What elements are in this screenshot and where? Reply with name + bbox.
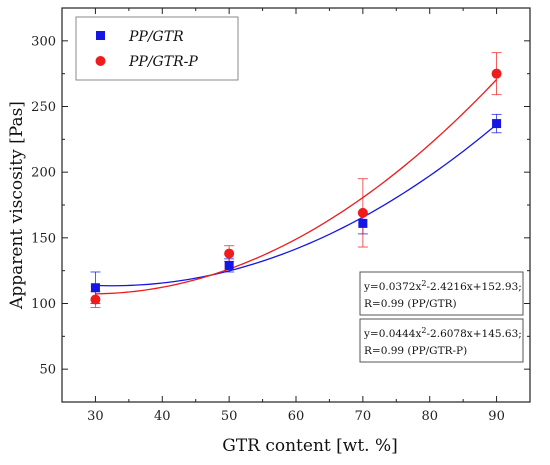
equation-text-pp-gtr-p: y=0.0444x2-2.6078x+145.63; <box>363 326 522 341</box>
equation-box-pp-gtr: y=0.0372x2-2.4216x+152.93; R=0.99 (PP/GT… <box>359 271 524 316</box>
r-value-pp-gtr: R=0.99 (PP/GTR) <box>364 298 457 310</box>
fit-lines <box>95 79 498 295</box>
data-point-pp-gtr <box>90 283 100 293</box>
legend-marker-square <box>96 31 105 40</box>
data-point-pp-gtr-p <box>224 248 235 259</box>
y-axis-title: Apparent viscosity [Pas] <box>7 101 27 310</box>
data-markers <box>90 68 502 305</box>
axis-ticks: 30 40 50 60 70 80 90 50 100 150 200 250 300 <box>31 7 531 424</box>
legend-label-pp-gtr-p: PP/GTR-P <box>128 54 198 70</box>
equation-box-pp-gtr-p: y=0.0444x2-2.6078x+145.63; R=0.99 (PP/GT… <box>359 318 524 363</box>
data-point-pp-gtr <box>358 218 368 228</box>
x-tick-label: 30 <box>87 409 104 424</box>
equation-box-frame <box>359 318 524 363</box>
y-tick-label: 150 <box>31 231 56 246</box>
legend-item-pp-gtr-p: PP/GTR-P <box>95 54 198 70</box>
data-point-pp-gtr-p <box>491 68 502 79</box>
y-tick-label: 50 <box>39 363 56 378</box>
equation-box-frame <box>359 271 524 316</box>
data-point-pp-gtr-p <box>90 294 101 305</box>
y-tick-label: 300 <box>31 34 56 49</box>
data-point-pp-gtr <box>224 260 234 270</box>
legend-box <box>75 16 239 81</box>
x-tick-label: 50 <box>221 409 238 424</box>
legend: PP/GTR PP/GTR-P <box>75 16 239 81</box>
x-tick-label: 40 <box>154 409 171 424</box>
y-tick-label: 250 <box>31 100 56 115</box>
x-tick-label: 70 <box>355 409 372 424</box>
r-value-pp-gtr-p: R=0.99 (PP/GTR-P) <box>364 345 467 357</box>
fit-line-pp-gtr <box>95 123 497 287</box>
equation-text-pp-gtr: y=0.0372x2-2.4216x+152.93; <box>363 279 522 294</box>
x-tick-label: 90 <box>488 409 505 424</box>
data-point-pp-gtr <box>492 119 502 129</box>
y-tick-label: 100 <box>31 297 56 312</box>
fit-line-pp-gtr-p <box>95 79 498 295</box>
legend-label-pp-gtr: PP/GTR <box>128 29 184 45</box>
x-axis-title: GTR content [wt. %] <box>222 436 398 456</box>
x-tick-label: 60 <box>288 409 305 424</box>
legend-marker-circle <box>95 56 106 66</box>
y-tick-label: 200 <box>31 166 56 181</box>
error-bars <box>90 52 502 308</box>
legend-item-pp-gtr: PP/GTR <box>96 29 184 45</box>
x-tick-label: 80 <box>421 409 438 424</box>
data-point-pp-gtr-p <box>357 207 368 218</box>
